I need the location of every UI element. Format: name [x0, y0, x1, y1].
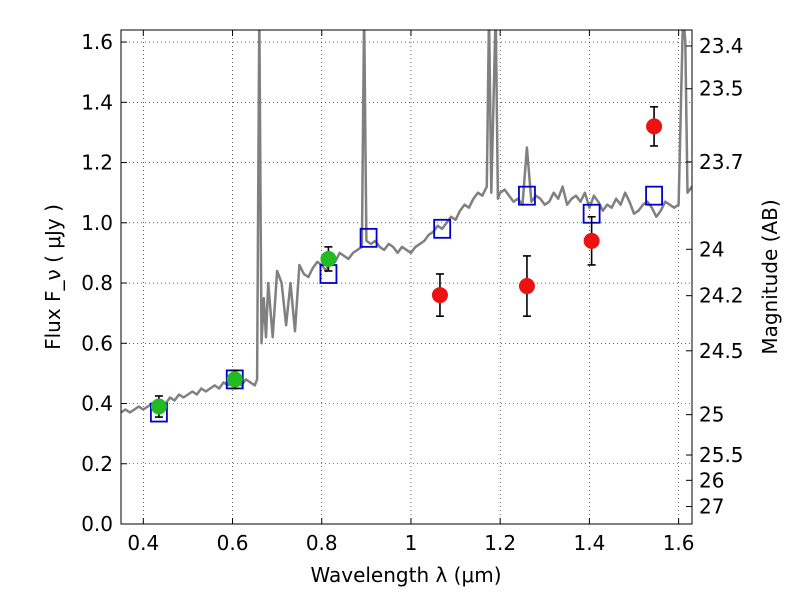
y-tick-label: 0.6 — [81, 331, 113, 355]
model-photometry-box — [433, 218, 452, 239]
right-tick-label: 26 — [699, 468, 724, 492]
grid-lines — [121, 30, 692, 525]
x-tick-label: 0.4 — [127, 531, 159, 555]
x-tick-label: 1 — [405, 531, 418, 555]
y-tick-label: 1.0 — [81, 211, 113, 235]
y-tick-label: 0.2 — [81, 452, 113, 476]
right-tick-label: 25 — [699, 403, 724, 427]
right-tick-label: 24.2 — [699, 284, 744, 308]
right-tick-label: 23.7 — [699, 150, 744, 174]
spectrum-line — [121, 30, 692, 414]
right-tick-label: 24.5 — [699, 339, 744, 363]
y-tick-label: 0.8 — [81, 271, 113, 295]
right-tick-label: 23.4 — [699, 34, 744, 58]
x-axis-label: Wavelength λ (μm) — [310, 563, 501, 587]
plot-frame — [120, 29, 693, 525]
y-tick-label: 1.2 — [81, 151, 113, 175]
y-tick-label: 0.4 — [81, 392, 113, 416]
right-axis-label: Magnitude (AB) — [758, 199, 782, 354]
y-axis-label: Flux F_ν ( μJy ) — [41, 204, 65, 350]
green-data-point — [320, 250, 337, 267]
plot-area — [121, 30, 692, 423]
y-tick-label: 1.6 — [81, 30, 113, 54]
y-tick-label: 0.0 — [81, 512, 113, 536]
red-data-point — [646, 118, 663, 135]
right-tick-label: 27 — [699, 495, 724, 519]
right-tick-label: 24 — [699, 237, 724, 261]
y-tick-label: 1.4 — [81, 90, 113, 114]
x-tick-label: 1.2 — [484, 531, 516, 555]
x-tick-label: 1.4 — [573, 531, 605, 555]
red-data-point — [518, 278, 535, 295]
model-photometry-box — [518, 185, 536, 206]
model-photometry-box — [359, 227, 378, 248]
x-tick-label: 1.6 — [663, 531, 695, 555]
x-tick-label: 0.6 — [217, 531, 249, 555]
green-data-point — [226, 371, 243, 388]
axis-ticks: 0.4 0.6 0.8 1 1.2 1.4 1.6 0.0 0.2 0.4 0.6 0.8 1.0 1.2… — [81, 30, 744, 555]
model-photometry-box — [645, 185, 663, 206]
right-tick-label: 25.5 — [699, 443, 744, 467]
green-data-point — [150, 398, 167, 415]
x-tick-label: 0.8 — [306, 531, 338, 555]
right-tick-label: 23.5 — [699, 77, 744, 101]
red-data-point — [583, 232, 600, 249]
red-data-point — [431, 287, 448, 304]
